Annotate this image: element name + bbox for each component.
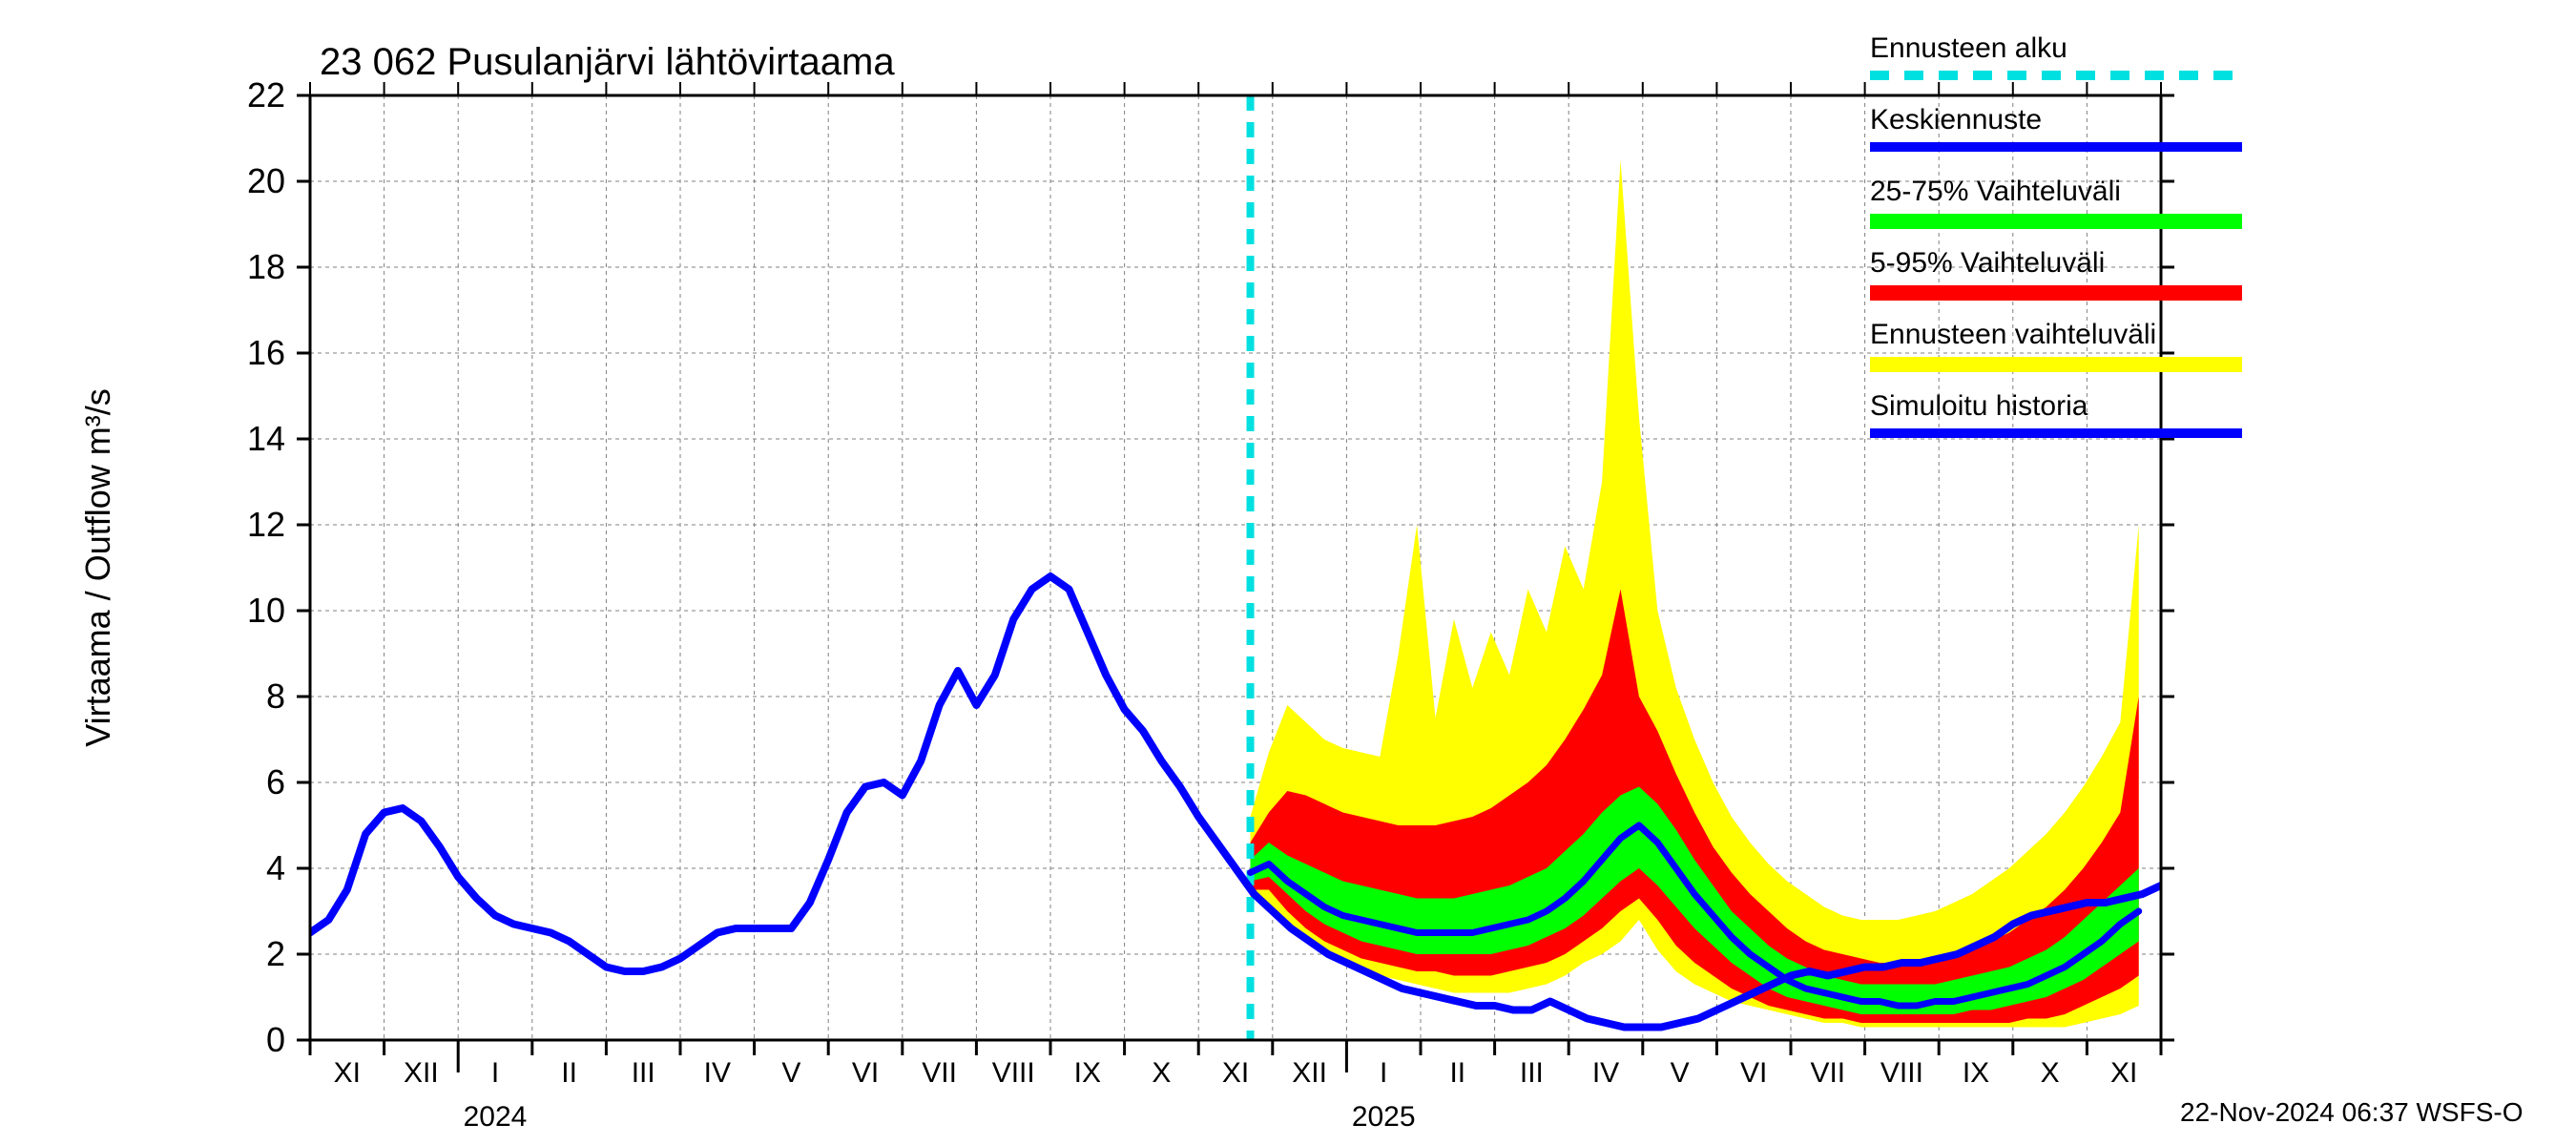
svg-text:0: 0 bbox=[266, 1020, 285, 1059]
svg-text:16: 16 bbox=[247, 333, 285, 372]
svg-text:I: I bbox=[491, 1057, 499, 1089]
svg-text:XII: XII bbox=[1292, 1057, 1327, 1089]
svg-text:2025: 2025 bbox=[1352, 1101, 1416, 1133]
svg-text:VIII: VIII bbox=[992, 1057, 1035, 1089]
svg-text:25-75% Vaihteluväli: 25-75% Vaihteluväli bbox=[1870, 176, 2121, 207]
svg-text:IX: IX bbox=[1074, 1057, 1101, 1089]
svg-text:XI: XI bbox=[2110, 1057, 2137, 1089]
svg-text:Ennusteen alku: Ennusteen alku bbox=[1870, 32, 2067, 64]
outflow-chart: 0246810121416182022XIXIIIIIIIIIVVVIVIIVI… bbox=[0, 0, 2576, 1145]
svg-text:8: 8 bbox=[266, 677, 285, 716]
svg-text:Ennusteen vaihteluväli: Ennusteen vaihteluväli bbox=[1870, 319, 2156, 350]
svg-text:18: 18 bbox=[247, 247, 285, 286]
svg-text:22: 22 bbox=[247, 75, 285, 114]
svg-text:IX: IX bbox=[1963, 1057, 1989, 1089]
svg-text:I: I bbox=[1380, 1057, 1387, 1089]
svg-text:20: 20 bbox=[247, 161, 285, 200]
svg-text:III: III bbox=[1520, 1057, 1544, 1089]
svg-text:IV: IV bbox=[1592, 1057, 1619, 1089]
chart-stage: 0246810121416182022XIXIIIIIIIIIVVVIVIIVI… bbox=[0, 0, 2576, 1145]
footer-timestamp: 22-Nov-2024 06:37 WSFS-O bbox=[2180, 1097, 2524, 1128]
svg-text:X: X bbox=[2041, 1057, 2060, 1089]
svg-text:V: V bbox=[781, 1057, 800, 1089]
svg-text:12: 12 bbox=[247, 505, 285, 544]
svg-text:V: V bbox=[1671, 1057, 1690, 1089]
svg-text:23 062 Pusulanjärvi lähtövirta: 23 062 Pusulanjärvi lähtövirtaama bbox=[320, 41, 895, 83]
svg-text:Keskiennuste: Keskiennuste bbox=[1870, 104, 2042, 135]
svg-text:4: 4 bbox=[266, 848, 285, 887]
svg-text:10: 10 bbox=[247, 591, 285, 630]
svg-text:VI: VI bbox=[852, 1057, 879, 1089]
svg-text:IV: IV bbox=[704, 1057, 731, 1089]
svg-text:XI: XI bbox=[1222, 1057, 1249, 1089]
svg-text:VIII: VIII bbox=[1880, 1057, 1923, 1089]
svg-text:II: II bbox=[561, 1057, 577, 1089]
svg-text:Virtaama / Outflow m³/s: Virtaama / Outflow m³/s bbox=[78, 388, 117, 746]
svg-text:VII: VII bbox=[922, 1057, 957, 1089]
svg-text:II: II bbox=[1449, 1057, 1465, 1089]
svg-text:5-95% Vaihteluväli: 5-95% Vaihteluväli bbox=[1870, 247, 2105, 279]
svg-text:XI: XI bbox=[334, 1057, 361, 1089]
svg-text:14: 14 bbox=[247, 419, 285, 458]
svg-text:2: 2 bbox=[266, 934, 285, 973]
svg-text:6: 6 bbox=[266, 762, 285, 802]
svg-text:XII: XII bbox=[404, 1057, 439, 1089]
svg-text:VII: VII bbox=[1810, 1057, 1845, 1089]
svg-text:VI: VI bbox=[1740, 1057, 1767, 1089]
svg-text:III: III bbox=[632, 1057, 655, 1089]
svg-text:X: X bbox=[1152, 1057, 1171, 1089]
svg-text:2024: 2024 bbox=[464, 1101, 528, 1133]
svg-text:Simuloitu historia: Simuloitu historia bbox=[1870, 390, 2088, 422]
